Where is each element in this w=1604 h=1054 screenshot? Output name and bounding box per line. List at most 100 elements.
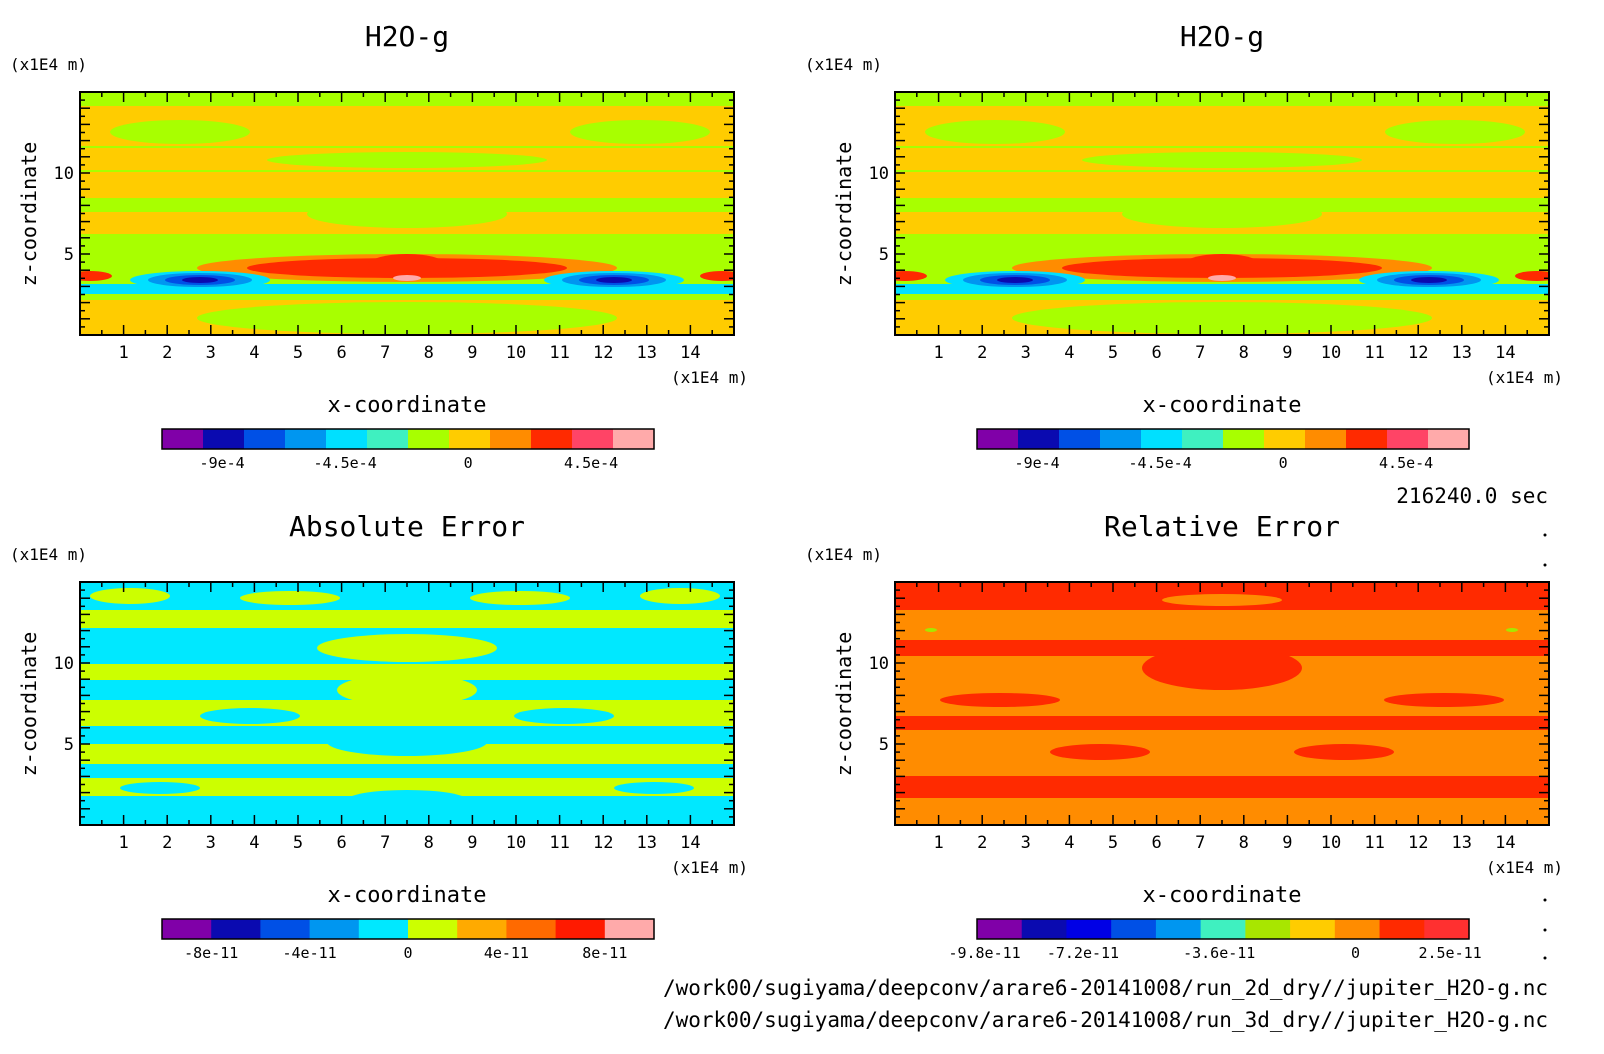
x-tick-label: 12: [1408, 833, 1428, 853]
field-hot-zone: [1515, 271, 1549, 281]
panel-h2o-g-left: H2O-g (x1E4 m): [10, 20, 748, 472]
colorbar-swatch: [604, 919, 655, 939]
colorbar-swatch: [449, 429, 491, 449]
margin-dot: [1543, 928, 1547, 932]
x-axis-label: x-coordinate: [328, 883, 487, 908]
margin-dot: [1543, 956, 1547, 960]
axis-ticks: [80, 582, 734, 825]
chart-title: H2O-g: [365, 20, 449, 53]
field-blob: [90, 588, 170, 604]
field-hot-zone: [895, 271, 927, 281]
colorbar-swatch: [1305, 429, 1347, 449]
x-tick-label: 14: [680, 833, 700, 853]
field-band: [895, 776, 1549, 798]
y-axis-label: z-coordinate: [832, 142, 856, 287]
x-tick-labels: 1 2 3 4 5 6 7 8 9 10 11 12 13 14: [933, 343, 1515, 363]
y-axis-label: z-coordinate: [17, 632, 41, 777]
colorbar-swatch: [211, 919, 261, 939]
x-tick-label: 7: [380, 833, 390, 853]
field-hole: [327, 728, 487, 756]
colorbar-swatch: [1155, 919, 1202, 939]
x-tick-label: 14: [1495, 833, 1515, 853]
field-hole: [970, 614, 1110, 630]
colorbar-swatch: [203, 429, 245, 449]
field-band: [80, 664, 734, 680]
field-blob: [337, 674, 477, 706]
y-axis-label: z-coordinate: [832, 632, 856, 777]
x-unit-label: (x1E4 m): [671, 368, 748, 387]
colorbar-swatch: [613, 429, 655, 449]
colorbar-swatch: [367, 429, 409, 449]
x-tick-label: 6: [1151, 343, 1161, 363]
colorbar-swatch: [1182, 429, 1224, 449]
field-band: [895, 172, 1549, 198]
field-speck: [925, 628, 937, 632]
colorbar-swatch: [1223, 429, 1265, 449]
margin-dots: [1543, 533, 1547, 960]
colorbar-swatch: [1021, 919, 1068, 939]
field-hole: [514, 708, 614, 724]
x-tick-label: 5: [293, 343, 303, 363]
x-tick-label: 1: [933, 343, 943, 363]
x-tick-label: 8: [1239, 833, 1249, 853]
x-tick-label: 8: [1239, 343, 1249, 363]
colorbar-label: 4e-11: [484, 944, 529, 962]
x-tick-label: 4: [249, 833, 259, 853]
field-cold-band: [895, 284, 1549, 294]
x-tick-labels: 1 2 3 4 5 6 7 8 9 10 11 12 13 14: [933, 833, 1515, 853]
colorbar-swatch: [162, 919, 212, 939]
field-hole: [1132, 804, 1312, 820]
y-unit-label: (x1E4 m): [805, 545, 882, 564]
x-axis-label: x-coordinate: [328, 393, 487, 418]
field-blob: [1122, 200, 1322, 228]
colorbar-swatch: [531, 429, 573, 449]
field-blob: [110, 120, 250, 144]
x-tick-label: 12: [593, 343, 613, 363]
colorbar-swatch: [457, 919, 507, 939]
field-hole: [347, 790, 467, 810]
field-blob: [925, 120, 1065, 144]
field-hole: [120, 782, 200, 794]
colorbar: -9e-4 -4.5e-4 0 4.5e-4: [161, 428, 655, 472]
field-blob: [1142, 646, 1302, 690]
x-axis-label: x-coordinate: [1143, 883, 1302, 908]
y-unit-label: (x1E4 m): [10, 55, 87, 74]
colorbar-swatch: [326, 429, 368, 449]
field-blob: [317, 634, 497, 662]
colorbar-swatch: [555, 919, 606, 939]
field-blob: [1294, 744, 1394, 760]
x-tick-label: 10: [506, 343, 526, 363]
time-label: 216240.0 sec: [1396, 484, 1548, 508]
colorbar-swatch: [1200, 919, 1246, 939]
axis-ticks: [895, 92, 1549, 335]
field-hot-zone: [367, 254, 447, 278]
x-tick-label: 13: [1452, 833, 1472, 853]
colorbar-swatch: [162, 429, 204, 449]
field-hole: [200, 708, 300, 724]
y-tick-label: 10: [869, 164, 889, 184]
field-blob: [1012, 302, 1432, 334]
field-blob: [1050, 744, 1150, 760]
x-tick-label: 11: [1364, 833, 1384, 853]
x-tick-label: 11: [549, 343, 569, 363]
x-tick-label: 9: [1282, 343, 1292, 363]
chart-title: H2O-g: [1180, 20, 1264, 53]
colorbar-frame: [161, 918, 655, 940]
y-tick-labels: 5 10: [54, 654, 74, 755]
field-speck: [1506, 628, 1518, 632]
colorbar-swatch: [1424, 919, 1470, 939]
x-tick-label: 10: [1321, 833, 1341, 853]
file-path-2d: /work00/sugiyama/deepconv/arare6-2014100…: [662, 976, 1548, 1000]
field-hole: [1334, 614, 1474, 630]
x-tick-label: 2: [162, 833, 172, 853]
x-tick-label: 3: [1021, 833, 1031, 853]
x-tick-label: 1: [118, 833, 128, 853]
field-hot-zone: [80, 271, 112, 281]
x-tick-label: 3: [1021, 343, 1031, 363]
x-unit-label: (x1E4 m): [1486, 858, 1563, 877]
heatmap-field: [80, 582, 734, 825]
colorbar-swatch: [490, 429, 532, 449]
colorbar-swatch: [1428, 429, 1470, 449]
colorbar-label: 0: [403, 944, 412, 962]
